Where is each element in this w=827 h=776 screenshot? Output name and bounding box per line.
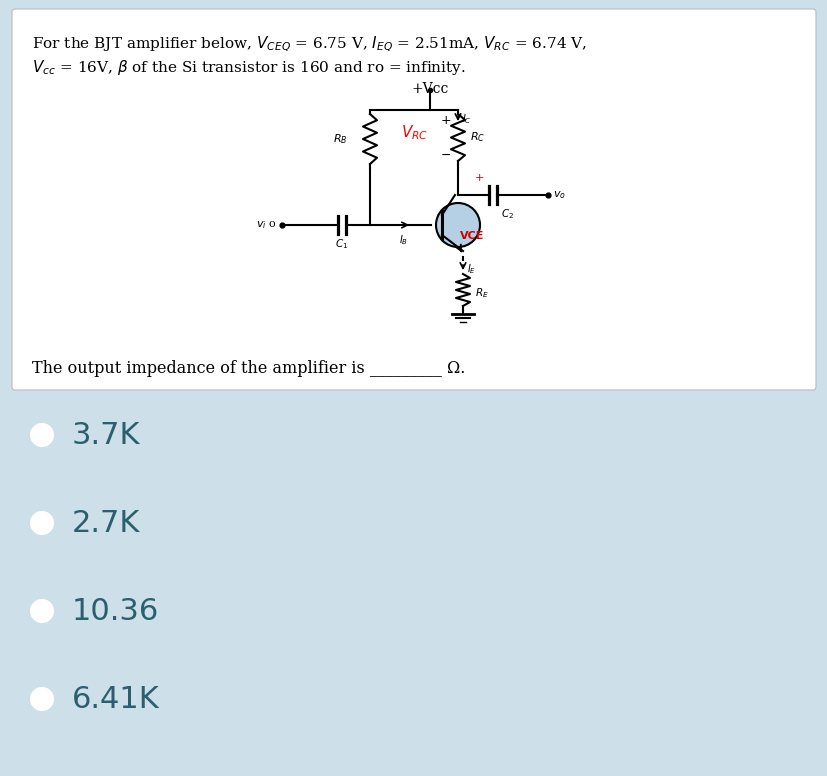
FancyBboxPatch shape (12, 9, 815, 390)
Circle shape (436, 203, 480, 247)
Text: $R_E$: $R_E$ (475, 286, 488, 300)
Text: −: − (440, 148, 451, 161)
Text: $R_C$: $R_C$ (470, 130, 485, 144)
Text: +: + (474, 173, 483, 183)
Circle shape (31, 600, 53, 622)
Text: $C_2$: $C_2$ (500, 207, 514, 221)
Text: $v_o$: $v_o$ (552, 189, 566, 201)
Circle shape (31, 424, 53, 446)
Text: 6.41K: 6.41K (72, 684, 160, 713)
Text: +Vcc: +Vcc (411, 82, 448, 96)
Circle shape (31, 688, 53, 710)
Text: 3.7K: 3.7K (72, 421, 141, 449)
Text: $R_B$: $R_B$ (333, 132, 347, 146)
Text: 10.36: 10.36 (72, 597, 159, 625)
Text: $I_E$: $I_E$ (466, 262, 476, 275)
Text: For the BJT amplifier below, $V_{CEQ}$ = 6.75 V, $I_{EQ}$ = 2.51mA, $V_{RC}$ = 6: For the BJT amplifier below, $V_{CEQ}$ =… (32, 35, 586, 54)
Text: 2.7K: 2.7K (72, 508, 141, 538)
Circle shape (31, 512, 53, 534)
Text: VCE: VCE (460, 231, 484, 241)
Text: $I_C$: $I_C$ (461, 112, 471, 126)
Text: $I_B$: $I_B$ (399, 233, 408, 247)
Text: $v_i$ o: $v_i$ o (256, 219, 277, 231)
Text: $V_{cc}$ = 16V, $\beta$ of the Si transistor is 160 and ro = infinity.: $V_{cc}$ = 16V, $\beta$ of the Si transi… (32, 58, 466, 77)
Text: The output impedance of the amplifier is _________ Ω.: The output impedance of the amplifier is… (32, 360, 465, 377)
Text: $V_{RC}$: $V_{RC}$ (400, 123, 428, 142)
Text: $C_1$: $C_1$ (335, 237, 348, 251)
Text: +: + (440, 113, 451, 126)
